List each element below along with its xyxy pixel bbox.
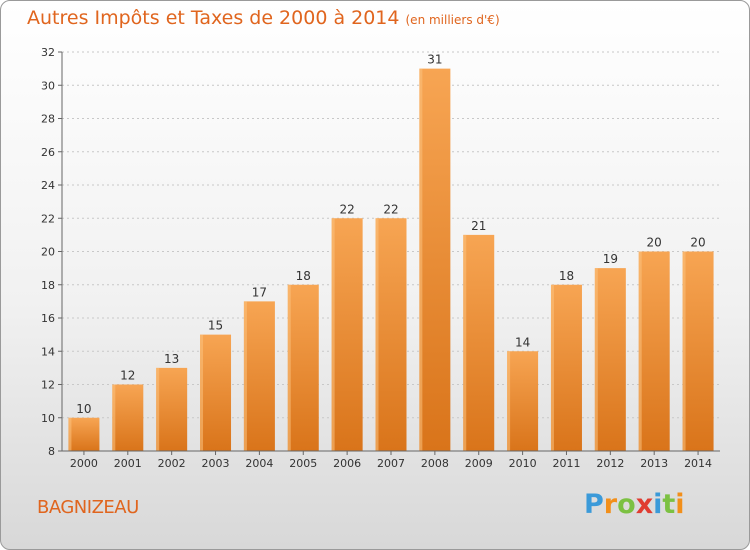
value-label: 14 — [515, 335, 530, 349]
value-label: 19 — [603, 252, 618, 266]
value-label: 10 — [76, 402, 91, 416]
x-tick-label: 2003 — [202, 457, 230, 470]
x-tick-label: 2007 — [377, 457, 405, 470]
y-tick-label: 24 — [41, 179, 55, 192]
bar — [68, 417, 100, 451]
value-label: 31 — [427, 53, 442, 67]
bars: 10 12 13 15 17 18 22 22 31 21 14 18 19 20 20 — [68, 53, 714, 451]
bar — [507, 351, 539, 451]
y-tick-label: 28 — [41, 113, 55, 126]
x-tick-label: 2002 — [158, 457, 186, 470]
x-tick-label: 2000 — [70, 457, 98, 470]
y-tick-label: 20 — [41, 246, 55, 259]
value-label: 20 — [647, 236, 662, 250]
proxiti-logo[interactable]: Proxiti — [584, 489, 685, 520]
bar-highlight — [331, 218, 335, 451]
bar-highlight — [507, 351, 511, 451]
y-tick-label: 16 — [41, 312, 55, 325]
y-tick-label: 8 — [48, 445, 55, 458]
commune-name: BAGNIZEAU — [37, 497, 139, 518]
value-label: 12 — [120, 369, 135, 383]
x-tick-label: 2004 — [245, 457, 273, 470]
value-label: 13 — [164, 352, 179, 366]
bar-highlight — [243, 301, 247, 451]
x-tick-label: 2006 — [333, 457, 361, 470]
y-tick-label: 30 — [41, 79, 55, 92]
y-tick-label: 26 — [41, 146, 55, 159]
bar-highlight — [550, 284, 554, 451]
bar — [331, 218, 363, 451]
bar — [594, 268, 626, 451]
bar-highlight — [287, 284, 291, 451]
value-label: 18 — [559, 269, 574, 283]
x-tick-label: 2011 — [552, 457, 580, 470]
value-label: 15 — [208, 319, 223, 333]
value-label: 21 — [471, 219, 486, 233]
y-tick-label: 22 — [41, 212, 55, 225]
axes: 8 10 12 14 16 18 20 22 24 26 28 30 32 2000 2001 2002 200… — [41, 46, 720, 470]
bar-highlight — [200, 334, 204, 451]
x-tick-label: 2008 — [421, 457, 449, 470]
value-label: 18 — [296, 269, 311, 283]
x-tick-label: 2014 — [684, 457, 712, 470]
x-tick-label: 2013 — [640, 457, 668, 470]
bar — [682, 251, 714, 451]
y-tick-label: 14 — [41, 345, 55, 358]
bar — [419, 68, 451, 451]
bar — [550, 284, 582, 451]
value-label: 22 — [383, 202, 398, 216]
value-label: 17 — [252, 285, 267, 299]
bar — [638, 251, 670, 451]
bar-highlight — [68, 417, 72, 451]
bar — [156, 367, 188, 451]
bar — [463, 234, 495, 451]
bar — [112, 384, 144, 451]
bar — [375, 218, 407, 451]
chart-title: Autres Impôts et Taxes de 2000 à 2014 (en… — [27, 7, 500, 29]
y-tick-label: 18 — [41, 279, 55, 292]
chart-title-text: Autres Impôts et Taxes de 2000 à 2014 — [27, 7, 400, 29]
bar-highlight — [463, 234, 467, 451]
bar-highlight — [594, 268, 598, 451]
y-tick-label: 32 — [41, 46, 55, 59]
y-tick-label: 10 — [41, 412, 55, 425]
y-tick-label: 12 — [41, 379, 55, 392]
bar-highlight — [419, 68, 423, 451]
bar — [243, 301, 275, 451]
chart-unit: (en milliers d'€) — [405, 13, 500, 27]
value-label: 22 — [339, 202, 354, 216]
x-tick-label: 2005 — [289, 457, 317, 470]
bar-highlight — [638, 251, 642, 451]
bar — [287, 284, 319, 451]
bar-highlight — [375, 218, 379, 451]
x-tick-label: 2012 — [596, 457, 624, 470]
bar — [200, 334, 232, 451]
x-tick-label: 2009 — [465, 457, 493, 470]
bar-highlight — [112, 384, 116, 451]
bar-highlight — [156, 367, 160, 451]
x-tick-label: 2010 — [509, 457, 537, 470]
x-tick-label: 2001 — [114, 457, 142, 470]
value-label: 20 — [690, 236, 705, 250]
bar-highlight — [682, 251, 686, 451]
